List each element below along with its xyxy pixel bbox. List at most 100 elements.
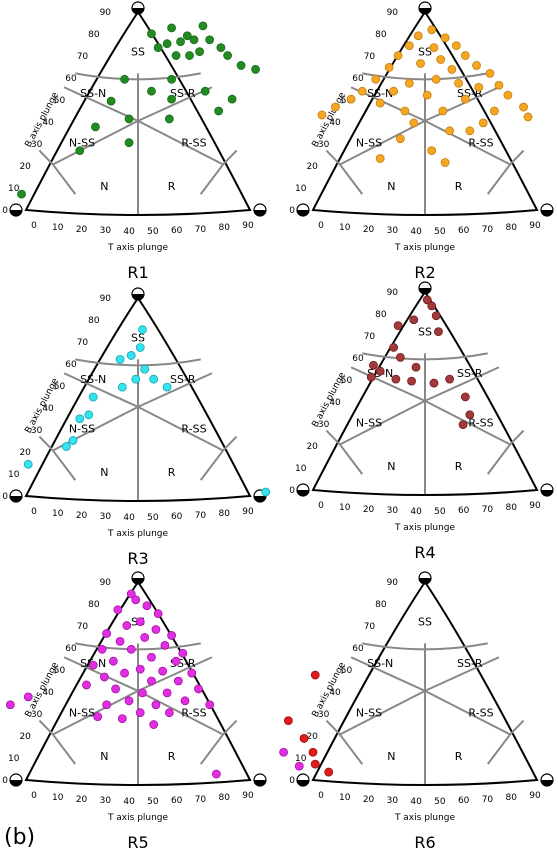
data-point-r4-8 xyxy=(411,362,421,372)
data-point-r5-21 xyxy=(158,666,168,676)
tick-t-80: 80 xyxy=(505,793,517,803)
panel-title-r2: R2 xyxy=(414,263,435,282)
tick-b-80: 80 xyxy=(375,30,387,40)
tick-b-0: 0 xyxy=(2,776,8,786)
regime-boundary-6 xyxy=(137,372,213,408)
data-point-r1-23 xyxy=(106,96,116,106)
data-point-r5-32 xyxy=(124,696,134,706)
panel-title-r3: R3 xyxy=(127,549,148,568)
tick-b-30: 30 xyxy=(31,426,43,436)
data-point-r5-28 xyxy=(111,684,120,694)
tick-t-60: 60 xyxy=(171,512,183,522)
data-point-r4-1 xyxy=(427,301,437,311)
regime-boundary-4 xyxy=(424,400,511,446)
regime-label-r-ss: R-SS xyxy=(181,423,206,436)
tick-t-30: 30 xyxy=(100,226,112,236)
regime-label-ss-r: SS-R xyxy=(457,657,483,670)
data-point-r1-3 xyxy=(162,39,172,49)
tick-b-70: 70 xyxy=(77,622,89,632)
tick-b-0: 0 xyxy=(289,776,295,786)
regime-boundary-5 xyxy=(63,372,139,408)
data-point-r5-12 xyxy=(160,640,170,650)
tick-b-90: 90 xyxy=(100,8,112,18)
data-point-r1-17 xyxy=(200,86,210,96)
data-point-r1-24 xyxy=(124,114,134,124)
data-point-r5-22 xyxy=(120,668,129,678)
tick-t-50: 50 xyxy=(147,797,159,807)
tick-b-10: 10 xyxy=(295,754,307,764)
tick-b-30: 30 xyxy=(318,420,330,430)
regime-label-r: R xyxy=(455,460,463,473)
mechanism-icon-fill xyxy=(297,780,309,786)
data-point-r4-5 xyxy=(434,327,443,337)
data-point-r1-5 xyxy=(182,31,192,41)
data-point-r5-26 xyxy=(173,676,183,686)
tick-b-0: 0 xyxy=(289,206,295,216)
data-point-r2-36 xyxy=(427,146,437,156)
regime-label-n-ss: N-SS xyxy=(356,707,382,720)
tick-t-80: 80 xyxy=(218,793,230,803)
tick-t-90: 90 xyxy=(242,507,254,517)
data-point-r6-2 xyxy=(299,734,309,743)
data-point-r2-0 xyxy=(427,25,437,35)
data-point-r3-6 xyxy=(131,374,141,384)
mechanism-icon-fill xyxy=(254,496,266,502)
regime-boundary-9 xyxy=(509,719,525,736)
data-point-r3-2 xyxy=(126,351,136,360)
data-point-r1-7 xyxy=(198,21,208,31)
data-point-r1-2 xyxy=(167,23,177,33)
regime-boundary-5 xyxy=(350,366,426,402)
tick-b-70: 70 xyxy=(364,622,376,632)
data-point-r1-15 xyxy=(251,65,261,74)
tick-b-10: 10 xyxy=(8,184,20,194)
triangle-outline xyxy=(24,580,252,786)
data-point-r1-8 xyxy=(205,35,215,45)
regime-label-r: R xyxy=(455,180,463,193)
regime-label-n: N xyxy=(100,750,108,763)
regime-boundary-10 xyxy=(486,443,511,475)
regime-boundary-4 xyxy=(137,120,224,166)
tick-t-50: 50 xyxy=(147,513,159,523)
regime-boundary-10 xyxy=(486,163,511,195)
tick-b-60: 60 xyxy=(352,74,364,84)
data-point-r2-14 xyxy=(494,80,504,90)
ternary-panel-r3: SS SS-N SS-R N-SS R-SS N R 0 0 10 10 20 20 30 30 40 40 50… xyxy=(2,287,271,568)
regime-boundary-7 xyxy=(38,719,54,736)
tick-t-40: 40 xyxy=(123,797,135,807)
tick-t-70: 70 xyxy=(482,505,494,515)
tick-b-40: 40 xyxy=(329,398,341,408)
tick-b-50: 50 xyxy=(341,376,353,386)
regime-boundary-10 xyxy=(199,733,224,765)
tick-t-60: 60 xyxy=(171,796,183,806)
tick-b-50: 50 xyxy=(54,666,66,676)
tick-t-70: 70 xyxy=(195,795,207,805)
tick-t-20: 20 xyxy=(363,225,375,235)
mechanism-icon-fill xyxy=(419,578,431,584)
tick-b-0: 0 xyxy=(289,486,295,496)
data-point-r2-38 xyxy=(523,112,533,122)
data-point-r5-43 xyxy=(23,692,33,702)
tick-t-60: 60 xyxy=(458,796,470,806)
regime-boundary-4 xyxy=(137,690,224,736)
tick-b-20: 20 xyxy=(306,732,318,742)
tick-t-60: 60 xyxy=(458,226,470,236)
data-point-r4-3 xyxy=(409,315,419,325)
ternary-panel-r1: SS SS-N SS-R N-SS R-SS N R 0 0 10 10 20 20 30 30 40 40 50… xyxy=(2,1,267,282)
tick-t-40: 40 xyxy=(123,227,135,237)
triangle-outline xyxy=(311,10,539,216)
mechanism-icon-fill xyxy=(541,780,553,786)
regime-boundary-5 xyxy=(63,656,139,692)
data-point-r2-17 xyxy=(357,86,367,96)
tick-b-60: 60 xyxy=(65,644,77,654)
data-point-r5-1 xyxy=(131,595,141,605)
regime-boundary-3 xyxy=(339,120,426,166)
regime-label-n-ss: N-SS xyxy=(69,423,95,436)
data-point-r5-30 xyxy=(162,688,172,698)
tick-t-70: 70 xyxy=(195,511,207,521)
tick-b-20: 20 xyxy=(19,162,31,172)
tick-t-90: 90 xyxy=(529,221,541,231)
data-point-r1-10 xyxy=(171,51,181,60)
mechanism-icon-fill xyxy=(541,490,553,496)
regime-boundary-5 xyxy=(63,86,139,122)
tick-b-90: 90 xyxy=(387,8,399,18)
